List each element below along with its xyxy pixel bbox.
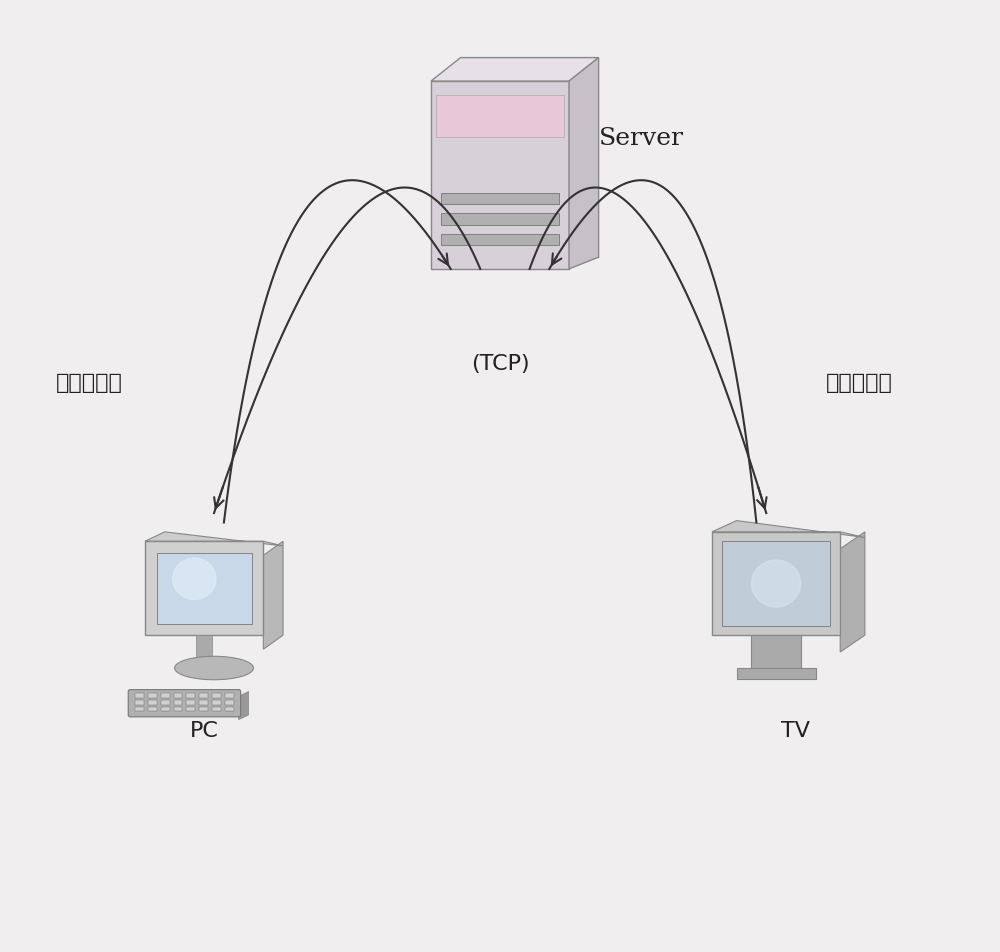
Text: PC: PC	[190, 720, 219, 740]
FancyBboxPatch shape	[212, 701, 221, 704]
FancyBboxPatch shape	[436, 96, 564, 138]
Ellipse shape	[175, 657, 253, 680]
FancyBboxPatch shape	[225, 694, 234, 699]
Polygon shape	[840, 532, 865, 652]
Polygon shape	[239, 692, 249, 720]
Circle shape	[173, 559, 216, 600]
FancyBboxPatch shape	[148, 706, 157, 711]
FancyBboxPatch shape	[431, 82, 569, 269]
FancyBboxPatch shape	[751, 636, 801, 668]
Text: 登录服务器: 登录服务器	[825, 372, 892, 392]
FancyBboxPatch shape	[148, 694, 157, 699]
FancyBboxPatch shape	[199, 706, 208, 711]
FancyBboxPatch shape	[199, 701, 208, 704]
FancyBboxPatch shape	[135, 701, 144, 704]
FancyBboxPatch shape	[186, 706, 195, 711]
FancyBboxPatch shape	[174, 694, 182, 699]
FancyBboxPatch shape	[225, 701, 234, 704]
Text: Server: Server	[599, 127, 684, 149]
FancyBboxPatch shape	[174, 706, 182, 711]
Polygon shape	[145, 532, 283, 546]
Text: 登录服务器: 登录服务器	[56, 372, 123, 392]
FancyBboxPatch shape	[161, 706, 170, 711]
FancyBboxPatch shape	[161, 694, 170, 699]
FancyBboxPatch shape	[196, 636, 212, 664]
FancyBboxPatch shape	[148, 701, 157, 704]
FancyBboxPatch shape	[145, 542, 263, 636]
FancyBboxPatch shape	[722, 542, 830, 626]
FancyBboxPatch shape	[737, 668, 816, 680]
FancyBboxPatch shape	[186, 701, 195, 704]
FancyBboxPatch shape	[212, 706, 221, 711]
Text: TV: TV	[781, 720, 810, 740]
FancyBboxPatch shape	[712, 532, 840, 636]
Circle shape	[488, 109, 512, 130]
FancyBboxPatch shape	[174, 701, 182, 704]
FancyBboxPatch shape	[225, 706, 234, 711]
Text: (TCP): (TCP)	[471, 353, 529, 373]
Polygon shape	[569, 58, 599, 269]
Polygon shape	[431, 58, 599, 82]
FancyBboxPatch shape	[441, 235, 559, 247]
FancyBboxPatch shape	[161, 701, 170, 704]
FancyBboxPatch shape	[441, 193, 559, 205]
Polygon shape	[712, 521, 865, 538]
FancyBboxPatch shape	[186, 694, 195, 699]
FancyBboxPatch shape	[199, 694, 208, 699]
FancyBboxPatch shape	[135, 706, 144, 711]
FancyBboxPatch shape	[157, 553, 252, 625]
Polygon shape	[263, 542, 283, 649]
FancyBboxPatch shape	[212, 694, 221, 699]
FancyBboxPatch shape	[135, 694, 144, 699]
Circle shape	[751, 561, 801, 607]
FancyBboxPatch shape	[441, 214, 559, 226]
FancyBboxPatch shape	[128, 690, 241, 717]
